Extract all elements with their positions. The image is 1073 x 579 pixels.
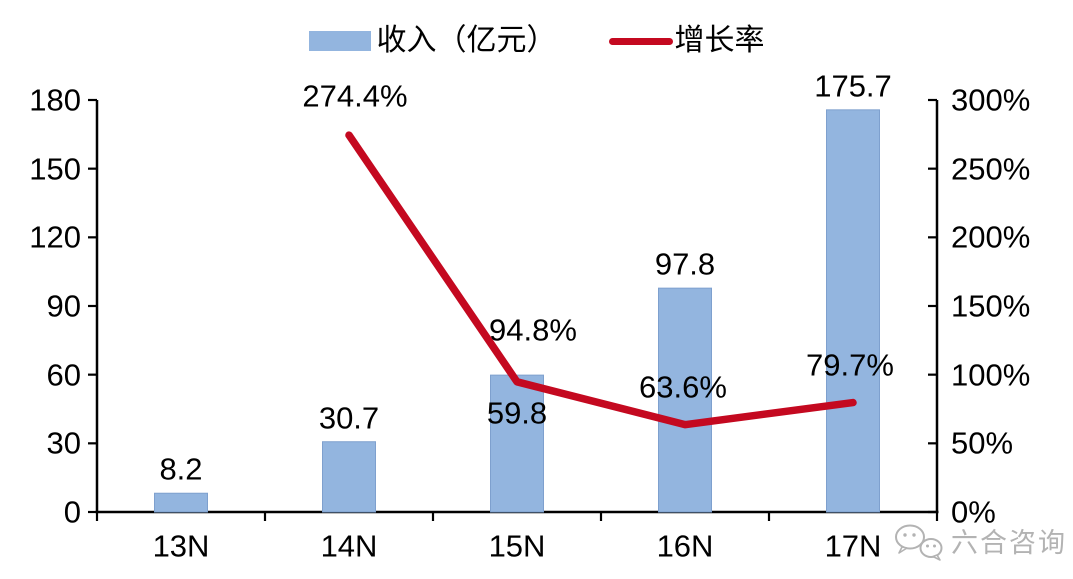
wechat-icon <box>895 524 943 561</box>
chart-legend: 收入（亿元） 增长率 <box>0 26 1073 56</box>
growth-value-label: 79.7% <box>806 347 894 383</box>
growth-value-label: 274.4% <box>302 78 408 114</box>
y-axis-left-tick-label: 120 <box>29 219 81 255</box>
bar-value-label: 97.8 <box>654 246 716 282</box>
bar-16N <box>658 287 712 513</box>
bar-value-label: 175.7 <box>814 68 892 104</box>
watermark: 六合咨询 <box>893 523 1067 563</box>
bar-value-label: 30.7 <box>318 400 380 436</box>
bar-17N <box>826 109 880 513</box>
bar-15N <box>490 374 544 513</box>
revenue-legend-label: 收入（亿元） <box>376 24 557 57</box>
bar-value-label: 8.2 <box>159 451 203 487</box>
x-axis-category-label: 17N <box>824 528 882 564</box>
legend-item-growth: 增长率 <box>608 24 765 57</box>
y-axis-right-tick-label: 150% <box>951 288 1031 324</box>
y-axis-right-tick-label: 0% <box>951 494 996 530</box>
watermark-text: 六合咨询 <box>951 527 1067 558</box>
x-axis-category-label: 14N <box>320 528 378 564</box>
bar-value-label: 59.8 <box>486 395 548 431</box>
y-axis-right-tick-label: 300% <box>951 82 1031 118</box>
y-axis-right-tick-label: 50% <box>951 425 1014 461</box>
revenue-legend-swatch <box>308 31 371 51</box>
growth-legend-swatch <box>608 37 673 45</box>
x-axis-category-label: 16N <box>656 528 714 564</box>
y-axis-left-tick-label: 180 <box>29 82 81 118</box>
legend-item-revenue: 收入（亿元） <box>308 24 557 57</box>
bar-14N <box>322 441 376 513</box>
y-axis-left-tick-label: 90 <box>46 288 81 324</box>
growth-legend-label: 增长率 <box>674 24 765 57</box>
y-axis-left-tick-label: 30 <box>46 425 81 461</box>
y-axis-left-tick-label: 0 <box>63 494 81 530</box>
x-axis-category-label: 13N <box>152 528 210 564</box>
y-axis-right-tick-label: 250% <box>951 151 1031 187</box>
y-axis-right-tick-label: 100% <box>951 357 1031 393</box>
growth-line <box>345 131 857 429</box>
growth-value-label: 94.8% <box>489 312 577 348</box>
y-axis-right-tick-label: 200% <box>951 219 1031 255</box>
growth-value-label: 63.6% <box>639 369 727 405</box>
x-axis-category-label: 15N <box>488 528 546 564</box>
y-axis-left-tick-label: 150 <box>29 151 81 187</box>
bar-13N <box>154 492 208 513</box>
y-axis-left-tick-label: 60 <box>46 357 81 393</box>
